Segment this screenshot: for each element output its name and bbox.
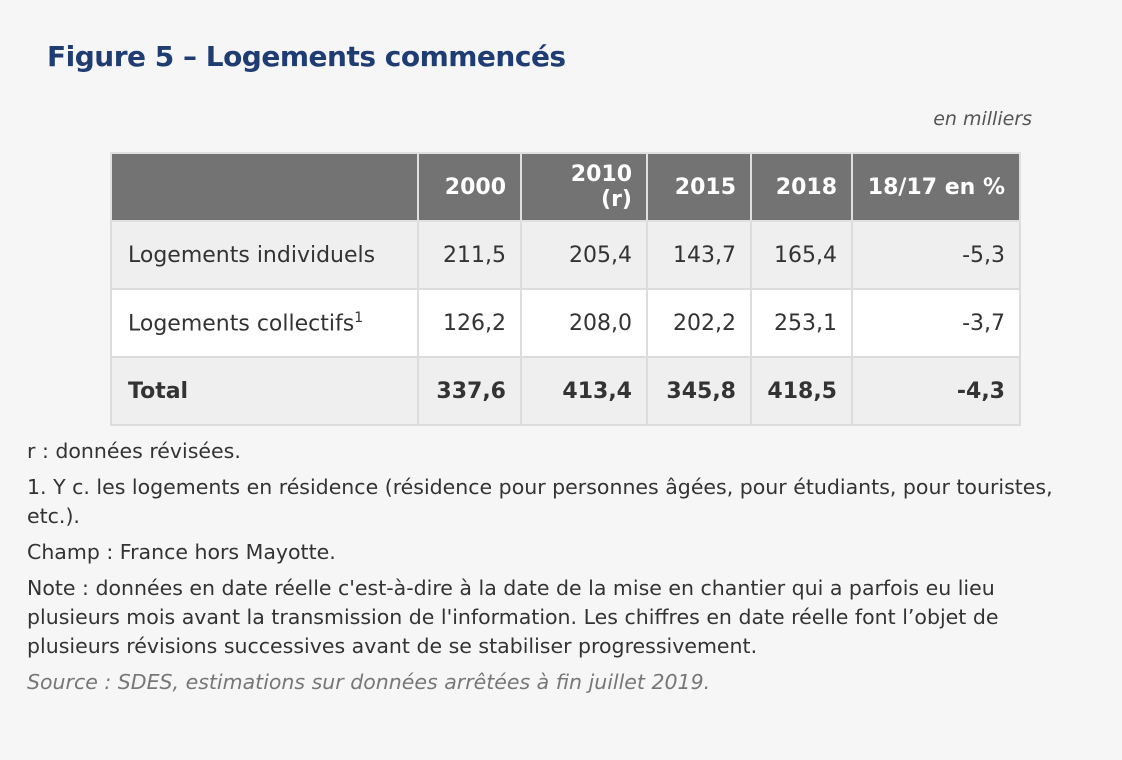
header-cell: 2010 (r) [520,152,648,222]
header-cell: 2018 [750,152,853,222]
cell: 143,7 [646,220,752,290]
note: 1. Y c. les logements en résidence (rési… [27,475,1053,528]
cell: 413,4 [520,356,648,426]
cell: 418,5 [750,356,853,426]
footnote-marker: 1 [354,309,364,326]
row-label: Logements collectifs1 [110,288,419,358]
cell: 345,8 [646,356,752,426]
note: Note : données en date réelle c'est-à-di… [27,576,999,658]
header-cell [110,152,419,222]
source: Source : SDES, estimations sur données a… [27,670,711,694]
total-row: Total 337,6 413,4 345,8 418,5 -4,3 [110,356,1021,426]
table-row: Logements individuels 211,5 205,4 143,7 … [110,220,1021,290]
unit-label: en milliers [933,108,1032,130]
cell: -5,3 [851,220,1021,290]
figure-title: Figure 5 – Logements commencés [47,40,566,73]
row-label: Total [110,356,419,426]
cell: 202,2 [646,288,752,358]
cell: 253,1 [750,288,853,358]
note: Champ : France hors Mayotte. [27,540,336,564]
note: r : données révisées. [27,439,241,463]
header-cell: 18/17 en % [851,152,1021,222]
cell: -3,7 [851,288,1021,358]
cell: 211,5 [417,220,522,290]
row-label: Logements individuels [110,220,419,290]
header-row: 2000 2010 (r) 2015 2018 18/17 en % [110,152,1021,222]
notes: r : données révisées. 1. Y c. les logeme… [27,437,1087,704]
data-table: 2000 2010 (r) 2015 2018 18/17 en % Logem… [110,152,1021,426]
header-cell: 2000 [417,152,522,222]
cell: 205,4 [520,220,648,290]
cell: 208,0 [520,288,648,358]
cell: 126,2 [417,288,522,358]
cell: 165,4 [750,220,853,290]
header-cell: 2015 [646,152,752,222]
cell: -4,3 [851,356,1021,426]
cell: 337,6 [417,356,522,426]
table-row: Logements collectifs1 126,2 208,0 202,2 … [110,288,1021,358]
